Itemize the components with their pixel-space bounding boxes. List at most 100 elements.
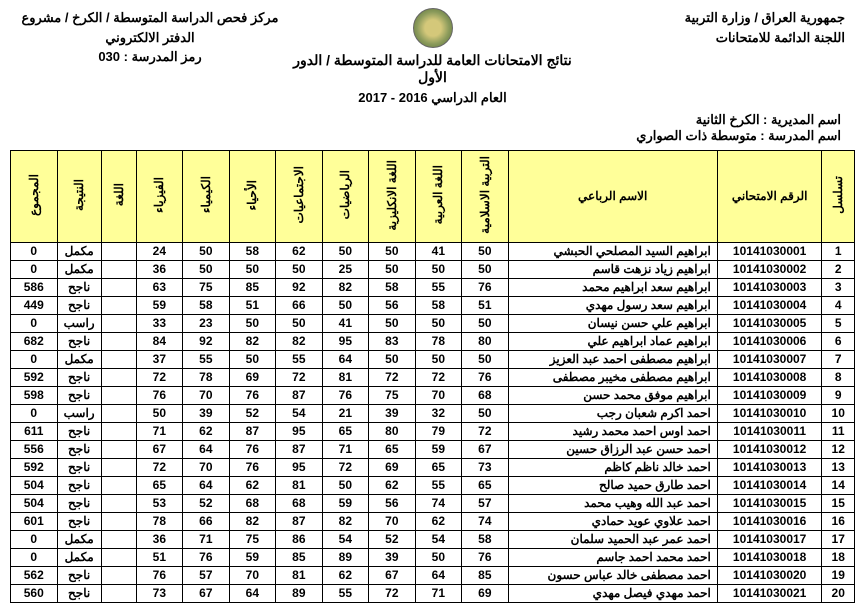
cell-value: 76 (229, 458, 276, 476)
cell-value: 82 (322, 512, 369, 530)
cell-seq: 18 (822, 548, 855, 566)
header: جمهورية العراق / وزارة التربية اللجنة ال… (0, 0, 865, 110)
cell-name: ابراهيم مصطفى احمد عبد العزيز (508, 350, 717, 368)
cell-name: احمد اوس احمد محمد رشيد (508, 422, 717, 440)
cell-value: 23 (183, 314, 230, 332)
cell-value: 50 (369, 314, 416, 332)
cell-value: 58 (183, 296, 230, 314)
gov-line-1: جمهورية العراق / وزارة التربية (585, 8, 845, 28)
cell-seq: 20 (822, 584, 855, 602)
table-row: 610141030006ابراهيم عماد ابراهيم علي8078… (11, 332, 855, 350)
cell-value: 62 (183, 422, 230, 440)
cell-value: 64 (229, 584, 276, 602)
table-row: 1010141030010احمد اكرم شعبان رجب50323921… (11, 404, 855, 422)
table-row: 1410141030014احمد طارق حميد صالح65556250… (11, 476, 855, 494)
cell-value: 66 (276, 296, 323, 314)
cell-value: 92 (183, 332, 230, 350)
table-row: 710141030007ابراهيم مصطفى احمد عبد العزي… (11, 350, 855, 368)
cell-value: 87 (229, 422, 276, 440)
cell-value: 560 (11, 584, 58, 602)
cell-value: 50 (462, 242, 509, 260)
col-result: النتيجة (57, 151, 101, 243)
cell-value: 70 (369, 512, 416, 530)
cell-name: ابراهيم السيد المصلحي الحبشي (508, 242, 717, 260)
cell-value (101, 350, 136, 368)
cell-value: مكمل (57, 530, 101, 548)
cell-value: مكمل (57, 260, 101, 278)
cell-examno: 10141030001 (717, 242, 822, 260)
cell-value: 50 (462, 260, 509, 278)
cell-value: 62 (369, 476, 416, 494)
cell-value: 71 (415, 584, 462, 602)
col-s6: الأحياء (229, 151, 276, 243)
cell-value: 59 (229, 548, 276, 566)
center-line-2: رمز المدرسة : 030 (20, 47, 280, 67)
col-examno: الرقم الامتحاني (717, 151, 822, 243)
cell-value: 80 (369, 422, 416, 440)
col-s4: الرياضيات (322, 151, 369, 243)
col-s5: الاجتماعيات (276, 151, 323, 243)
cell-value: 78 (183, 368, 230, 386)
cell-examno: 10141030003 (717, 278, 822, 296)
cell-value: 611 (11, 422, 58, 440)
col-s2: اللغة العربية (415, 151, 462, 243)
cell-value: ناجح (57, 566, 101, 584)
cell-value: 54 (276, 404, 323, 422)
cell-value: 62 (322, 566, 369, 584)
cell-value: 51 (462, 296, 509, 314)
cell-examno: 10141030002 (717, 260, 822, 278)
cell-value: 58 (369, 278, 416, 296)
cell-value: 54 (415, 530, 462, 548)
header-right: جمهورية العراق / وزارة التربية اللجنة ال… (585, 8, 845, 106)
table-row: 110141030001ابراهيم السيد المصلحي الحبشي… (11, 242, 855, 260)
cell-value: 78 (415, 332, 462, 350)
cell-value: 70 (183, 458, 230, 476)
cell-name: ابراهيم مصطفى مخيبر مصطفى (508, 368, 717, 386)
table-row: 410141030004ابراهيم سعد رسول مهدي5158565… (11, 296, 855, 314)
cell-value: 81 (322, 368, 369, 386)
gov-line-2: اللجنة الدائمة للامتحانات (585, 28, 845, 48)
cell-value: 76 (229, 440, 276, 458)
cell-value: 87 (276, 440, 323, 458)
cell-seq: 11 (822, 422, 855, 440)
cell-value: 76 (183, 548, 230, 566)
cell-value: 62 (229, 476, 276, 494)
cell-value (101, 368, 136, 386)
cell-value: 73 (136, 584, 183, 602)
cell-seq: 17 (822, 530, 855, 548)
cell-seq: 12 (822, 440, 855, 458)
cell-name: احمد حسن عبد الرزاق حسين (508, 440, 717, 458)
cell-value: 72 (369, 368, 416, 386)
cell-value: ناجح (57, 386, 101, 404)
cell-value: 72 (136, 368, 183, 386)
cell-value (101, 404, 136, 422)
cell-value (101, 296, 136, 314)
cell-value: 39 (369, 548, 416, 566)
cell-value: 76 (136, 566, 183, 584)
table-row: 510141030005ابراهيم علي حسن نيسان5050504… (11, 314, 855, 332)
cell-value: 57 (462, 494, 509, 512)
cell-value: 76 (136, 386, 183, 404)
cell-value (101, 458, 136, 476)
directorate-value: الكرخ الثانية (696, 112, 760, 127)
table-row: 1610141030016احمد علاوي عويد حمادي746270… (11, 512, 855, 530)
cell-value: 0 (11, 350, 58, 368)
cell-seq: 16 (822, 512, 855, 530)
cell-value: 50 (462, 404, 509, 422)
cell-value: ناجح (57, 476, 101, 494)
cell-value: 52 (229, 404, 276, 422)
cell-value: 55 (183, 350, 230, 368)
table-row: 1110141030011احمد اوس احمد محمد رشيد7279… (11, 422, 855, 440)
cell-value: 74 (462, 512, 509, 530)
cell-value: 75 (369, 386, 416, 404)
cell-value: 39 (369, 404, 416, 422)
cell-seq: 10 (822, 404, 855, 422)
cell-value: 33 (136, 314, 183, 332)
cell-value: ناجح (57, 278, 101, 296)
cell-value: 57 (183, 566, 230, 584)
cell-value: 72 (276, 368, 323, 386)
cell-examno: 10141030013 (717, 458, 822, 476)
cell-value: 59 (322, 494, 369, 512)
cell-seq: 13 (822, 458, 855, 476)
cell-value: 62 (415, 512, 462, 530)
